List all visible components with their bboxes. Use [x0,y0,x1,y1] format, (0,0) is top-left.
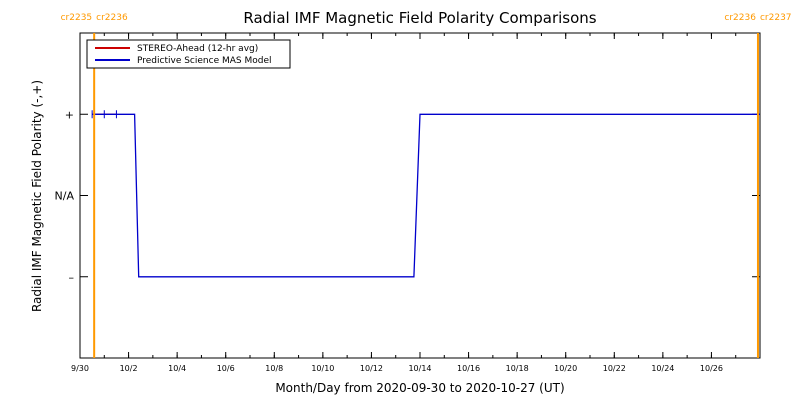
x-tick-label: 10/14 [408,364,431,373]
chart-title: Radial IMF Magnetic Field Polarity Compa… [243,9,596,27]
legend: STEREO-Ahead (12-hr avg) Predictive Scien… [86,39,291,69]
x-tick-label: 10/20 [554,364,577,373]
legend-entry: Predictive Science MAS Model [137,56,272,66]
x-tick-label: 10/24 [651,364,674,373]
data-series [91,110,760,278]
carrington-markers: cr2235 cr2236 cr2236 cr2237 [61,13,792,358]
y-tick-label: N/A [55,190,75,203]
legend-box [86,39,291,69]
x-axis-label: Month/Day from 2020-09-30 to 2020-10-27 … [275,381,564,395]
series-line-predictive-science-mas-model [92,113,760,278]
x-tick-label: 10/26 [700,364,723,373]
x-tick-label: 10/6 [217,364,235,373]
y-tick-label: + [65,108,74,121]
carrington-label-right: cr2237 [760,13,792,23]
carrington-label-left: cr2235 [61,13,93,23]
plot-frame [79,32,761,359]
axis-ticks: 9/30 10/2 10/4 10/6 10/8 10/10 10/12 10/14 10/16… [55,33,761,373]
x-tick-label: 10/16 [457,364,480,373]
x-tick-label: 10/8 [265,364,283,373]
x-tick-label: 10/18 [506,364,529,373]
carrington-label-right: cr2236 [96,13,128,23]
x-tick-label: 10/4 [168,364,186,373]
legend-entry: STEREO-Ahead (12-hr avg) [137,44,258,54]
x-tick-label: 10/12 [360,364,383,373]
x-tick-label: 10/10 [311,364,334,373]
x-tick-label: 9/30 [71,364,89,373]
y-tick-label: – [69,271,75,284]
carrington-label-left: cr2236 [724,13,756,23]
x-tick-label: 10/2 [120,364,138,373]
x-tick-label: 10/22 [603,364,626,373]
y-axis-label: Radial IMF Magnetic Field Polarity (-,+) [30,80,44,312]
